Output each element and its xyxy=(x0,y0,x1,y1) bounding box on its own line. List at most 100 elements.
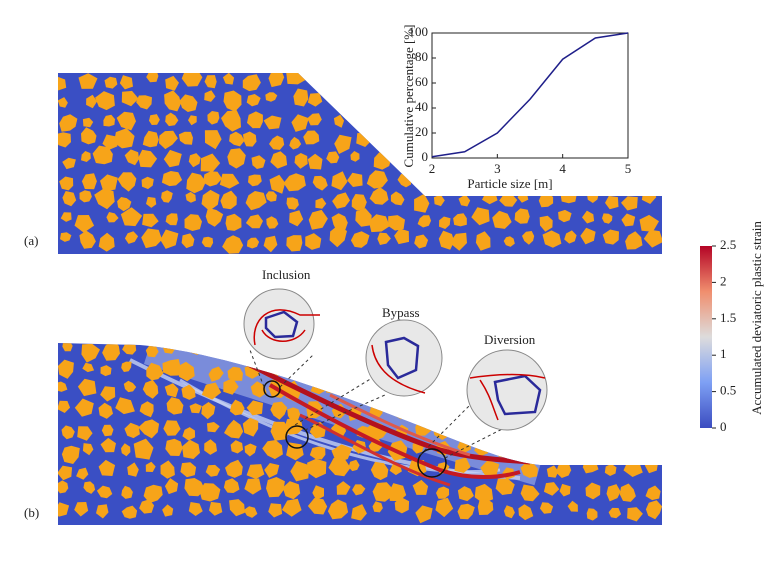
particle xyxy=(205,207,224,227)
particle xyxy=(162,359,181,376)
particle xyxy=(603,442,622,463)
particle xyxy=(351,92,369,111)
y-tick-label: 60 xyxy=(415,74,428,89)
annotation: Inclusion xyxy=(262,267,311,282)
particle xyxy=(474,483,494,504)
particle xyxy=(438,73,452,86)
particle xyxy=(329,225,347,248)
particle xyxy=(204,75,217,89)
particle xyxy=(307,458,327,479)
particle xyxy=(115,397,135,415)
particle xyxy=(312,175,328,191)
particle xyxy=(520,462,538,478)
particle xyxy=(328,457,351,477)
particle xyxy=(439,216,451,229)
particle xyxy=(437,153,458,175)
particle xyxy=(619,483,636,502)
particle xyxy=(142,213,159,228)
particle xyxy=(145,345,159,358)
particle xyxy=(368,214,390,233)
particle xyxy=(61,425,75,440)
particle xyxy=(102,343,120,361)
particle xyxy=(100,174,118,192)
particle xyxy=(603,425,619,441)
particle xyxy=(641,172,658,189)
particle xyxy=(307,93,323,107)
particle xyxy=(539,502,554,514)
particle xyxy=(185,191,196,203)
particle xyxy=(457,94,470,106)
particle xyxy=(142,379,159,399)
panel-label: (a) xyxy=(24,233,38,248)
particle xyxy=(178,131,193,145)
particle xyxy=(246,94,261,107)
particle xyxy=(149,114,160,125)
particle xyxy=(81,343,100,363)
panel-label: (b) xyxy=(24,505,39,520)
particle xyxy=(162,504,174,517)
particle xyxy=(649,439,662,456)
particle xyxy=(139,401,154,418)
particle xyxy=(269,174,286,194)
particle xyxy=(315,197,327,209)
particle xyxy=(164,478,179,495)
particle xyxy=(462,115,473,127)
particle xyxy=(60,232,72,242)
particle xyxy=(561,404,573,415)
particle xyxy=(453,213,467,227)
particle xyxy=(414,193,430,213)
particle xyxy=(520,484,540,502)
particle xyxy=(268,73,285,88)
particle xyxy=(605,195,619,210)
particle xyxy=(76,467,89,480)
particle xyxy=(60,212,72,222)
model-initial xyxy=(58,73,662,254)
particle xyxy=(113,128,135,149)
colorbar-tick-label: 2 xyxy=(720,273,727,288)
particle xyxy=(223,478,240,493)
particle xyxy=(459,421,477,440)
particle xyxy=(186,172,206,194)
particle xyxy=(499,193,518,207)
particle xyxy=(82,362,95,373)
particle xyxy=(161,190,173,203)
particle xyxy=(605,343,623,358)
particle xyxy=(265,191,277,202)
particle xyxy=(270,401,288,420)
particle xyxy=(286,197,299,210)
particle xyxy=(205,464,221,477)
particle xyxy=(581,132,596,149)
particle xyxy=(352,346,366,359)
particle xyxy=(290,460,310,482)
particle xyxy=(207,422,220,433)
particle xyxy=(648,404,662,422)
particle xyxy=(649,133,662,147)
particle xyxy=(133,438,154,460)
particle xyxy=(204,439,217,455)
particle xyxy=(188,115,197,126)
particle xyxy=(96,485,113,499)
particle xyxy=(326,379,343,394)
particle xyxy=(181,384,196,400)
particle xyxy=(582,73,603,90)
particle xyxy=(498,151,514,164)
particle xyxy=(98,459,116,476)
colorbar-tick-label: 2.5 xyxy=(720,237,736,252)
particle xyxy=(283,173,306,192)
particle xyxy=(590,153,600,165)
particle xyxy=(372,482,393,502)
particle xyxy=(604,361,620,377)
particle xyxy=(225,459,243,478)
inset-chart: 2 3 4 5 0 20 40 60 80 100 xyxy=(409,24,632,176)
colorbar-tick-label: 0.5 xyxy=(720,383,736,398)
particle xyxy=(182,439,200,459)
particle xyxy=(589,112,601,124)
particle xyxy=(220,190,237,210)
particle xyxy=(79,230,96,249)
particle xyxy=(642,73,660,87)
annotation: Bypass xyxy=(382,305,420,320)
particle xyxy=(351,194,367,211)
particle xyxy=(348,459,360,472)
particle xyxy=(626,361,643,380)
particle xyxy=(623,93,643,112)
